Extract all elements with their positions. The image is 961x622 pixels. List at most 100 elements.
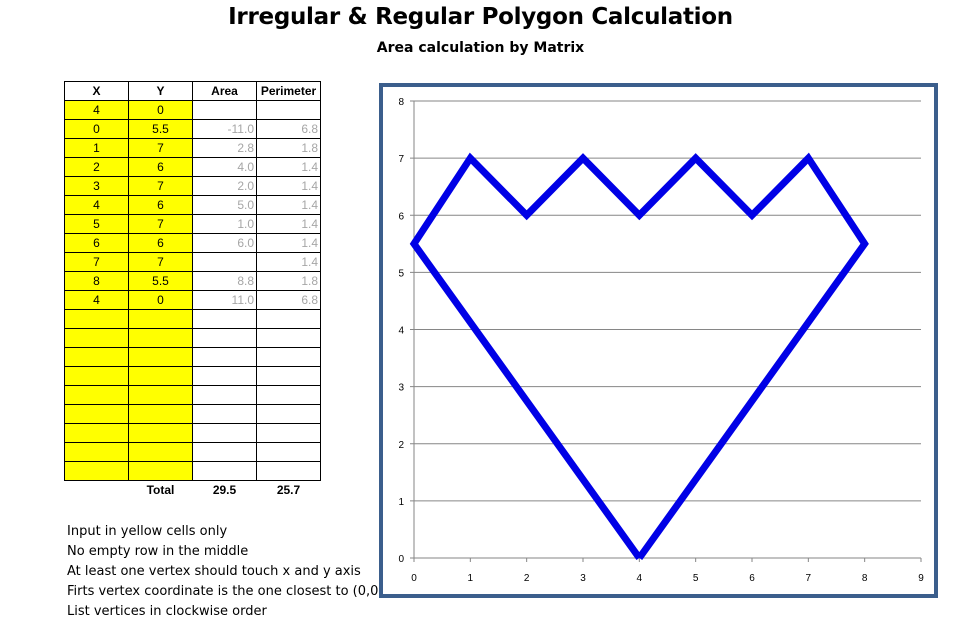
x-input-cell[interactable] bbox=[64, 309, 129, 329]
y-input-cell[interactable] bbox=[128, 366, 193, 386]
header-y: Y bbox=[128, 81, 193, 101]
y-input-cell[interactable]: 7 bbox=[128, 138, 193, 158]
table-row bbox=[64, 328, 321, 348]
perimeter-cell: 1.4 bbox=[256, 252, 321, 272]
y-input-cell[interactable] bbox=[128, 442, 193, 462]
area-cell bbox=[192, 423, 257, 443]
y-input-cell[interactable]: 7 bbox=[128, 176, 193, 196]
x-tick-label: 2 bbox=[524, 573, 530, 584]
x-input-cell[interactable]: 8 bbox=[64, 271, 129, 291]
table-row bbox=[64, 461, 321, 481]
y-tick-label: 1 bbox=[398, 497, 404, 508]
y-tick-label: 2 bbox=[398, 440, 404, 451]
vertex-table: X Y Area Perimeter 4 0 0 5.5 -11.0 6.8 1 7 2.8 1.… bbox=[64, 81, 321, 500]
table-row: 8 5.5 8.8 1.8 bbox=[64, 271, 321, 291]
x-tick-label: 5 bbox=[693, 573, 699, 584]
y-input-cell[interactable]: 7 bbox=[128, 252, 193, 272]
y-input-cell[interactable] bbox=[128, 461, 193, 481]
table-row bbox=[64, 404, 321, 424]
perimeter-cell bbox=[256, 461, 321, 481]
x-input-cell[interactable]: 7 bbox=[64, 252, 129, 272]
area-cell: 5.0 bbox=[192, 195, 257, 215]
perimeter-cell bbox=[256, 385, 321, 405]
x-tick-label: 3 bbox=[580, 573, 586, 584]
note-item: At least one vertex should touch x and y… bbox=[67, 564, 361, 579]
instructions: Input in yellow cells only No empty row … bbox=[67, 522, 383, 622]
x-input-cell[interactable] bbox=[64, 366, 129, 386]
x-input-cell[interactable]: 6 bbox=[64, 233, 129, 253]
chart-area[interactable]: 0 1 2 3 4 5 6 7 8 0 1 2 3 4 5 6 7 8 9 bbox=[379, 83, 938, 598]
x-tick-label: 4 bbox=[637, 573, 643, 584]
y-input-cell[interactable] bbox=[128, 423, 193, 443]
y-tick-label: 8 bbox=[398, 97, 404, 108]
area-cell bbox=[192, 100, 257, 120]
y-input-cell[interactable]: 0 bbox=[128, 100, 193, 120]
y-input-cell[interactable]: 0 bbox=[128, 290, 193, 310]
y-input-cell[interactable] bbox=[128, 309, 193, 329]
table-row bbox=[64, 366, 321, 386]
perimeter-cell: 1.8 bbox=[256, 138, 321, 158]
y-input-cell[interactable]: 5.5 bbox=[128, 271, 193, 291]
table-row: 7 7 1.4 bbox=[64, 252, 321, 272]
x-input-cell[interactable] bbox=[64, 404, 129, 424]
polygon-plot: 0 1 2 3 4 5 6 7 8 0 1 2 3 4 5 6 7 8 9 bbox=[398, 97, 924, 584]
area-cell bbox=[192, 347, 257, 367]
y-input-cell[interactable]: 6 bbox=[128, 195, 193, 215]
y-input-cell[interactable]: 7 bbox=[128, 214, 193, 234]
y-tick-label: 5 bbox=[398, 268, 404, 279]
total-row: Total 29.5 25.7 bbox=[65, 481, 321, 500]
page-subtitle: Area calculation by Matrix bbox=[376, 40, 585, 56]
perimeter-cell bbox=[256, 442, 321, 462]
area-cell bbox=[192, 366, 257, 386]
x-input-cell[interactable] bbox=[64, 423, 129, 443]
table-row: 4 6 5.0 1.4 bbox=[64, 195, 321, 215]
x-input-cell[interactable]: 5 bbox=[64, 214, 129, 234]
x-input-cell[interactable] bbox=[64, 442, 129, 462]
table-row bbox=[64, 309, 321, 329]
x-input-cell[interactable]: 3 bbox=[64, 176, 129, 196]
x-input-cell[interactable] bbox=[64, 461, 129, 481]
y-input-cell[interactable]: 6 bbox=[128, 233, 193, 253]
area-cell: 1.0 bbox=[192, 214, 257, 234]
perimeter-cell: 1.4 bbox=[256, 233, 321, 253]
x-input-cell[interactable]: 4 bbox=[64, 290, 129, 310]
x-input-cell[interactable]: 2 bbox=[64, 157, 129, 177]
perimeter-cell: 1.4 bbox=[256, 195, 321, 215]
y-tick-label: 7 bbox=[398, 154, 404, 165]
x-input-cell[interactable] bbox=[64, 347, 129, 367]
empty-cell bbox=[65, 481, 129, 500]
y-input-cell[interactable] bbox=[128, 385, 193, 405]
perimeter-cell: 1.4 bbox=[256, 157, 321, 177]
x-input-cell[interactable] bbox=[64, 385, 129, 405]
x-input-cell[interactable]: 4 bbox=[64, 195, 129, 215]
perimeter-cell: 6.8 bbox=[256, 119, 321, 139]
y-tick-label: 6 bbox=[398, 211, 404, 222]
perimeter-cell bbox=[256, 100, 321, 120]
perimeter-cell bbox=[256, 404, 321, 424]
y-input-cell[interactable] bbox=[128, 404, 193, 424]
total-label: Total bbox=[146, 483, 175, 498]
note-item: Firts vertex coordinate is the one close… bbox=[67, 584, 384, 599]
area-cell bbox=[192, 461, 257, 481]
x-input-cell[interactable] bbox=[64, 328, 129, 348]
x-tick-label: 1 bbox=[468, 573, 474, 584]
note-item: List vertices in clockwise order bbox=[67, 604, 267, 619]
area-cell: 4.0 bbox=[192, 157, 257, 177]
y-tick-label: 4 bbox=[398, 326, 404, 337]
table-row: 1 7 2.8 1.8 bbox=[64, 138, 321, 158]
total-perimeter: 25.7 bbox=[276, 483, 301, 498]
y-input-cell[interactable] bbox=[128, 328, 193, 348]
table-row: 5 7 1.0 1.4 bbox=[64, 214, 321, 234]
table-header-row: X Y Area Perimeter bbox=[64, 81, 321, 101]
x-input-cell[interactable]: 0 bbox=[64, 119, 129, 139]
perimeter-cell: 6.8 bbox=[256, 290, 321, 310]
x-tick-label: 6 bbox=[749, 573, 755, 584]
y-input-cell[interactable]: 6 bbox=[128, 157, 193, 177]
x-input-cell[interactable]: 1 bbox=[64, 138, 129, 158]
x-input-cell[interactable]: 4 bbox=[64, 100, 129, 120]
area-cell: 2.8 bbox=[192, 138, 257, 158]
y-input-cell[interactable]: 5.5 bbox=[128, 119, 193, 139]
y-input-cell[interactable] bbox=[128, 347, 193, 367]
x-tick-label: 9 bbox=[918, 573, 924, 584]
